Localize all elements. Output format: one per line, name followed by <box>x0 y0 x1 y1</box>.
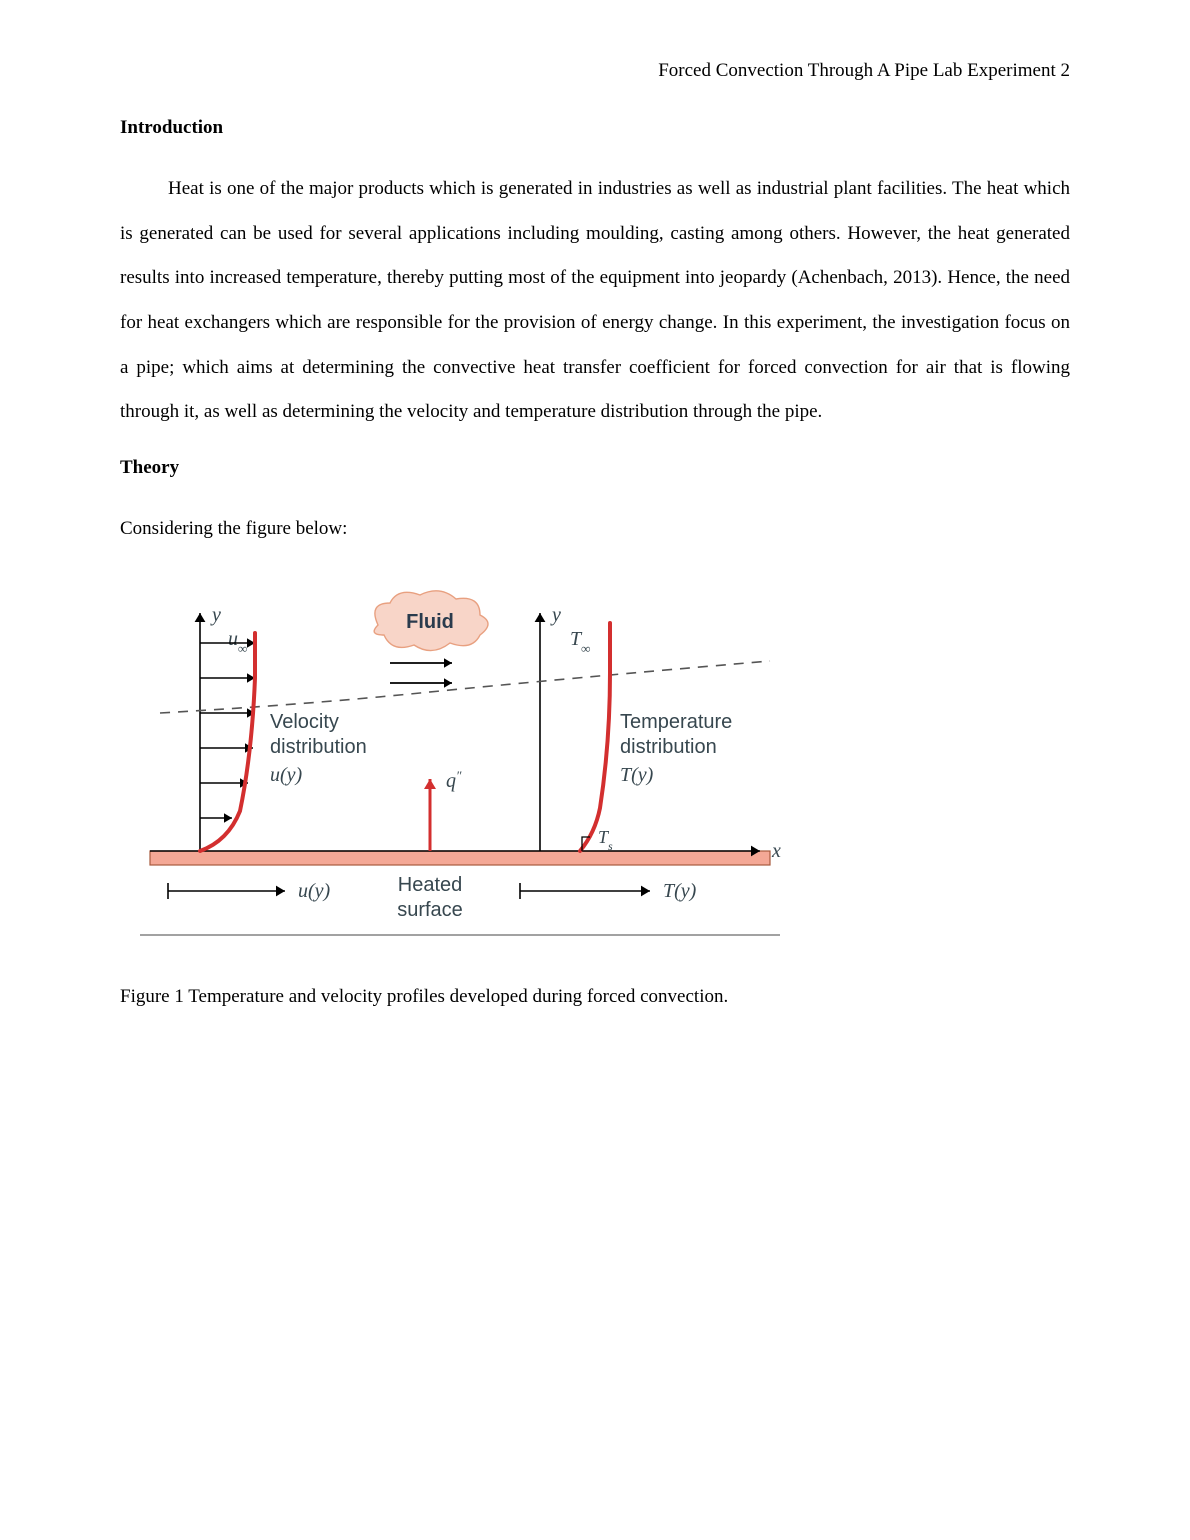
figure-1: x y u∞ y T∞ Ts Fluid q″ Velocity distribution u(y)… <box>120 573 1070 943</box>
svg-text:distribution: distribution <box>620 736 717 758</box>
svg-text:Ts: Ts <box>598 827 613 853</box>
svg-text:q″: q″ <box>446 768 462 793</box>
figure-1-caption: Figure 1 Temperature and velocity profil… <box>120 975 1070 1020</box>
svg-text:distribution: distribution <box>270 736 367 758</box>
convection-diagram: x y u∞ y T∞ Ts Fluid q″ Velocity distribution u(y)… <box>120 573 800 943</box>
svg-text:Heated: Heated <box>398 874 463 896</box>
svg-text:surface: surface <box>397 899 463 921</box>
svg-text:Fluid: Fluid <box>406 611 454 633</box>
svg-text:u(y): u(y) <box>298 880 331 902</box>
section-title-intro: Introduction <box>120 117 1070 139</box>
theory-line-1: Considering the figure below: <box>120 507 1070 552</box>
svg-text:y: y <box>210 604 221 626</box>
svg-text:u(y): u(y) <box>270 764 303 786</box>
svg-text:u∞: u∞ <box>228 628 247 656</box>
section-title-theory: Theory <box>120 457 1070 479</box>
page-header: Forced Convection Through A Pipe Lab Exp… <box>120 60 1070 82</box>
svg-text:T(y): T(y) <box>663 880 697 902</box>
header-title: Forced Convection Through A Pipe Lab Exp… <box>658 60 1070 81</box>
svg-text:Temperature: Temperature <box>620 711 732 733</box>
svg-text:y: y <box>550 604 561 626</box>
svg-text:T(y): T(y) <box>620 764 654 786</box>
svg-text:x: x <box>771 840 781 862</box>
intro-paragraph: Heat is one of the major products which … <box>120 167 1070 435</box>
svg-text:Velocity: Velocity <box>270 711 339 733</box>
svg-text:T∞: T∞ <box>570 628 590 656</box>
